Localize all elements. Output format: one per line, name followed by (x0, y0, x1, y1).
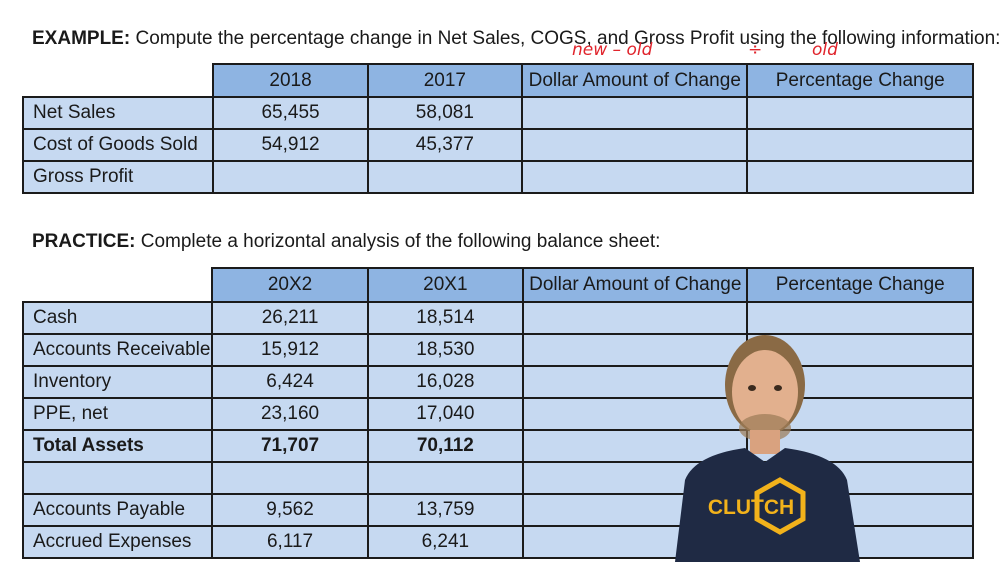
value-cell (366, 461, 525, 495)
row-label: Gross Profit (21, 160, 215, 194)
column-header: 20X2 (211, 267, 369, 303)
column-header: 2017 (366, 63, 524, 98)
clutch-logo-icon (754, 477, 806, 535)
row-label: Net Sales (21, 96, 215, 130)
column-header: Percentage Change (746, 63, 974, 98)
column-header: 2018 (212, 63, 369, 98)
value-cell: 65,455 (212, 96, 369, 130)
value-cell: 18,530 (366, 333, 525, 367)
row-label: Accounts Receivable (21, 333, 214, 367)
percent-change-cell (746, 96, 974, 130)
dollar-change-cell (522, 365, 749, 399)
value-cell: 6,424 (211, 365, 369, 399)
dollar-change-cell (522, 333, 749, 367)
value-cell: 58,081 (366, 96, 524, 130)
example-table: 2018 2017 Dollar Amount of Change Percen… (21, 63, 974, 194)
value-cell: 16,028 (366, 365, 525, 399)
example-heading: EXAMPLE: Compute the percentage change i… (32, 28, 1000, 50)
row-label: Accrued Expenses (21, 525, 214, 559)
dollar-change-cell (522, 397, 749, 431)
value-cell (212, 160, 369, 194)
value-cell: 9,562 (211, 493, 369, 527)
percent-change-cell (746, 160, 974, 194)
annotation-divide: ÷ (748, 40, 763, 60)
column-header: 20X1 (366, 267, 525, 303)
dollar-change-cell (522, 301, 749, 335)
table-row: Inventory 6,424 16,028 (21, 365, 974, 399)
value-cell: 23,160 (211, 397, 369, 431)
example-heading-bold: EXAMPLE: (32, 28, 131, 49)
dollar-change-cell (521, 160, 749, 194)
dollar-change-cell (521, 128, 749, 162)
value-cell: 6,241 (366, 525, 525, 559)
practice-heading: PRACTICE: Complete a horizontal analysis… (32, 231, 660, 253)
header-blank-cell (23, 268, 214, 303)
row-label: Accounts Payable (21, 493, 214, 527)
row-label: Cash (21, 301, 214, 335)
practice-heading-bold: PRACTICE: (32, 231, 136, 252)
column-header: Dollar Amount of Change (522, 267, 749, 303)
row-label (21, 461, 214, 495)
table-row-total: Total Assets 71,707 70,112 (21, 429, 974, 463)
header-blank-cell (23, 64, 215, 98)
value-cell: 54,912 (212, 128, 369, 162)
shirt (675, 448, 860, 562)
table-row: PPE, net 23,160 17,040 (21, 397, 974, 431)
value-cell: 45,377 (366, 128, 524, 162)
annotation-new-minus-old: new – old (572, 40, 653, 60)
value-cell (366, 160, 524, 194)
table-row: Accrued Expenses 6,117 6,241 (21, 525, 974, 559)
table-row: Cost of Goods Sold 54,912 45,377 (21, 128, 974, 162)
value-cell: 17,040 (366, 397, 525, 431)
percent-change-cell (746, 128, 974, 162)
practice-heading-text: Complete a horizontal analysis of the fo… (135, 231, 661, 252)
row-label: PPE, net (21, 397, 214, 431)
row-label: Total Assets (21, 429, 214, 463)
annotation-old: old (812, 40, 838, 60)
value-cell: 6,117 (211, 525, 369, 559)
table-header-row: 2018 2017 Dollar Amount of Change Percen… (23, 63, 974, 98)
example-heading-text: Compute the percentage change in Net Sal… (130, 28, 1000, 49)
dollar-change-cell (521, 96, 749, 130)
row-label: Cost of Goods Sold (21, 128, 215, 162)
table-row: Cash 26,211 18,514 (21, 301, 974, 335)
percent-change-cell (746, 301, 974, 335)
table-row: Gross Profit (21, 160, 974, 194)
value-cell: 70,112 (366, 429, 525, 463)
value-cell: 13,759 (366, 493, 525, 527)
row-label: Inventory (21, 365, 214, 399)
presenter-figure: CLUTCH (675, 335, 860, 562)
column-header: Dollar Amount of Change (521, 63, 749, 98)
value-cell: 26,211 (211, 301, 369, 335)
value-cell: 15,912 (211, 333, 369, 367)
value-cell: 18,514 (366, 301, 525, 335)
table-header-row: 20X2 20X1 Dollar Amount of Change Percen… (23, 267, 974, 303)
table-row: Net Sales 65,455 58,081 (21, 96, 974, 130)
column-header: Percentage Change (746, 267, 974, 303)
shirt-logo-text: CLUTCH (708, 496, 794, 519)
value-cell (211, 461, 369, 495)
value-cell: 71,707 (211, 429, 369, 463)
